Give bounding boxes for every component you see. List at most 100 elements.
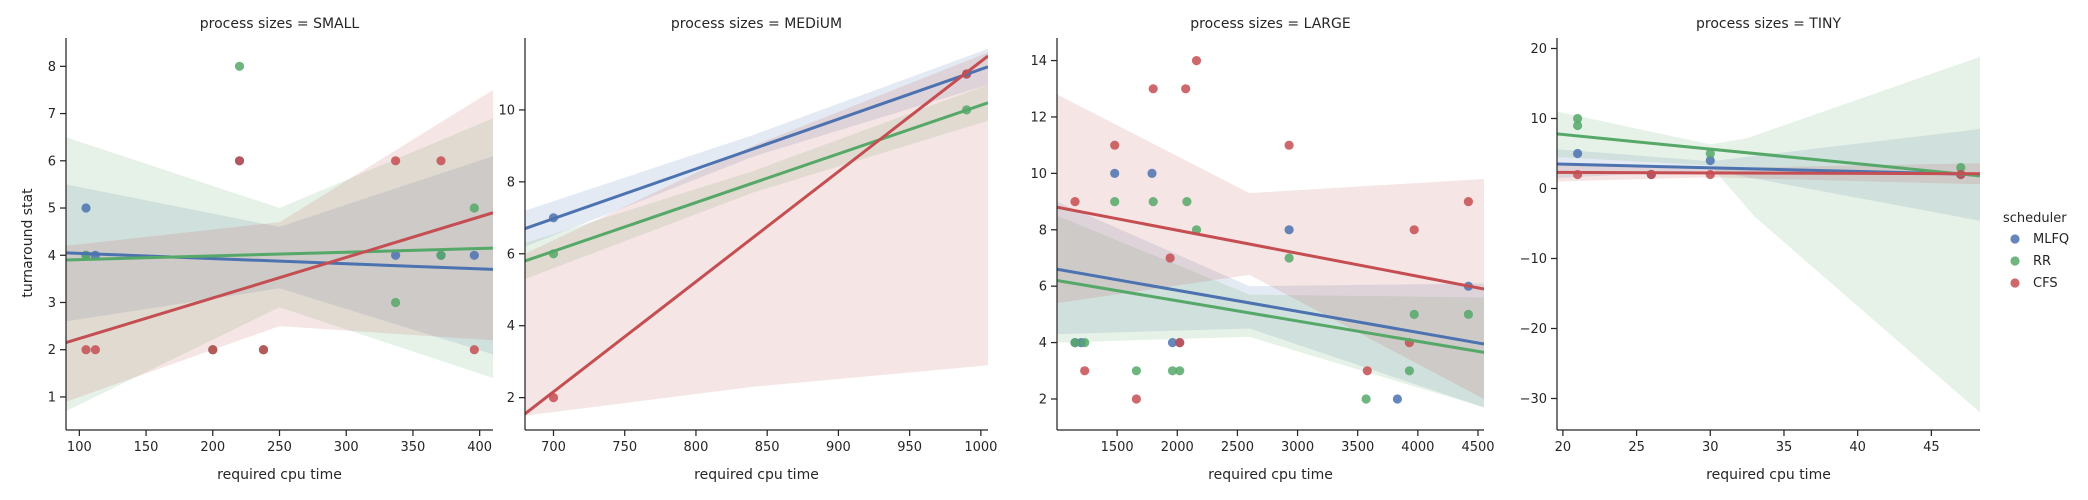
- data-point-rr: [1573, 113, 1583, 124]
- regression-line-cfs: [1557, 170, 1980, 176]
- data-point-cfs: [1148, 84, 1158, 94]
- x-tick-label: 350: [401, 440, 426, 455]
- data-point-mlfq: [1110, 168, 1120, 178]
- x-axis-label: required cpu time: [694, 467, 819, 483]
- data-point-cfs: [1175, 338, 1185, 348]
- regression-line-mlfq: [1057, 267, 1484, 346]
- x-tick-label: 200: [200, 440, 225, 455]
- x-tick-label: 700: [541, 440, 566, 455]
- x-tick-label: 150: [134, 440, 159, 455]
- data-point-mlfq: [391, 250, 401, 260]
- panel-2: process sizes = LARGE 1500 2000 2500 3000 350…: [1030, 16, 1494, 483]
- data-point-mlfq: [81, 203, 91, 213]
- regression-line-rr: [1057, 279, 1484, 354]
- regression-line-cfs: [66, 211, 493, 345]
- panels: process sizes = SMALL 100 150 200 250 300 350 4…: [48, 16, 1980, 483]
- y-tick-label: 2: [507, 391, 515, 406]
- panel-3: process sizes = TINY 20 25 30 35 40 45 −30 −20 −1…: [1520, 16, 1980, 483]
- y-tick-label: 8: [1039, 223, 1047, 238]
- x-tick-label: 900: [826, 440, 851, 455]
- regression-line-rr: [66, 246, 493, 262]
- y-tick-label: 10: [498, 103, 515, 118]
- x-tick-label: 300: [334, 440, 359, 455]
- x-tick-label: 2500: [1221, 440, 1254, 455]
- panel-title: process sizes = LARGE: [1190, 16, 1350, 32]
- data-point-rr: [1409, 309, 1419, 319]
- x-tick-label: 750: [612, 440, 637, 455]
- regression-line-cfs: [1057, 205, 1484, 291]
- regression-line-rr: [1557, 132, 1980, 178]
- x-axis-label: required cpu time: [1208, 467, 1333, 483]
- data-point-mlfq: [1705, 155, 1715, 166]
- data-point-rr: [1080, 338, 1090, 348]
- data-point-cfs: [1409, 225, 1419, 235]
- data-point-cfs: [1705, 169, 1715, 180]
- x-tick-label: 25: [1628, 440, 1645, 455]
- data-point-cfs: [1070, 197, 1080, 207]
- y-tick-label: 3: [48, 296, 56, 311]
- x-tick-label: 250: [267, 440, 292, 455]
- data-point-cfs: [1080, 366, 1090, 376]
- data-point-cfs: [391, 156, 401, 166]
- plot-area: [525, 48, 988, 416]
- data-point-cfs: [90, 345, 100, 355]
- data-point-mlfq: [469, 250, 479, 260]
- legend-label-cfs: CFS: [2033, 276, 2058, 291]
- data-point-rr: [1167, 366, 1178, 376]
- data-point-rr: [469, 203, 479, 213]
- data-point-rr: [1070, 338, 1080, 348]
- x-tick-label: 4500: [1461, 440, 1494, 455]
- data-point-rr: [391, 297, 401, 308]
- x-tick-label: 30: [1702, 440, 1719, 455]
- x-tick-label: 3500: [1341, 440, 1374, 455]
- x-tick-label: 3000: [1281, 440, 1314, 455]
- legend-label-rr: RR: [2033, 254, 2051, 269]
- y-tick-label: 2: [1039, 392, 1047, 407]
- data-point-mlfq: [1573, 148, 1583, 159]
- data-point-cfs: [1191, 56, 1202, 66]
- data-point-rr: [1705, 148, 1715, 159]
- y-tick-label: 2: [48, 343, 56, 358]
- y-axis-label: turnaround stat: [20, 188, 36, 298]
- panel-title: process sizes = TINY: [1696, 16, 1841, 32]
- y-tick-label: 10: [1530, 112, 1547, 127]
- data-point-mlfq: [1284, 225, 1294, 235]
- y-tick-label: 4: [507, 319, 515, 334]
- legend-title: scheduler: [2003, 211, 2067, 226]
- data-point-rr: [1148, 197, 1158, 207]
- x-tick-label: 1500: [1101, 440, 1134, 455]
- plot-area: [1557, 56, 1980, 413]
- x-tick-label: 850: [755, 440, 780, 455]
- data-point-cfs: [469, 345, 479, 355]
- y-tick-label: 6: [48, 154, 56, 169]
- panel-title: process sizes = SMALL: [200, 16, 360, 32]
- legend-marker-cfs: [2010, 278, 2020, 288]
- regression-line-rr: [525, 101, 988, 263]
- regression-line-cfs: [525, 54, 988, 416]
- panel-title: process sizes = MEDiUM: [671, 16, 842, 32]
- y-tick-label: 20: [1530, 42, 1547, 57]
- panel-1: process sizes = MEDiUM 700 750 800 850 900 950…: [498, 16, 997, 483]
- data-point-mlfq: [1147, 168, 1157, 178]
- legend-marker-rr: [2010, 256, 2020, 266]
- confidence-band-mlfq: [1057, 201, 1484, 408]
- data-point-cfs: [1181, 84, 1191, 94]
- y-tick-label: 4: [48, 249, 56, 264]
- x-tick-label: 20: [1555, 440, 1572, 455]
- y-tick-label: 8: [507, 175, 515, 190]
- regression-line-mlfq: [525, 65, 988, 231]
- data-point-rr: [1175, 366, 1185, 376]
- data-point-rr: [234, 61, 245, 71]
- y-tick-label: 4: [1039, 336, 1047, 351]
- y-tick-label: 6: [1039, 280, 1047, 295]
- confidence-band-rr: [1057, 215, 1484, 408]
- data-point-cfs: [258, 345, 269, 355]
- data-point-cfs: [81, 345, 91, 355]
- data-point-rr: [1573, 120, 1583, 131]
- y-tick-label: 10: [1030, 167, 1047, 182]
- data-point-rr: [436, 250, 446, 260]
- plot-area: [66, 61, 493, 412]
- x-tick-label: 100: [67, 440, 92, 455]
- panel-0: process sizes = SMALL 100 150 200 250 300 350 4…: [48, 16, 493, 483]
